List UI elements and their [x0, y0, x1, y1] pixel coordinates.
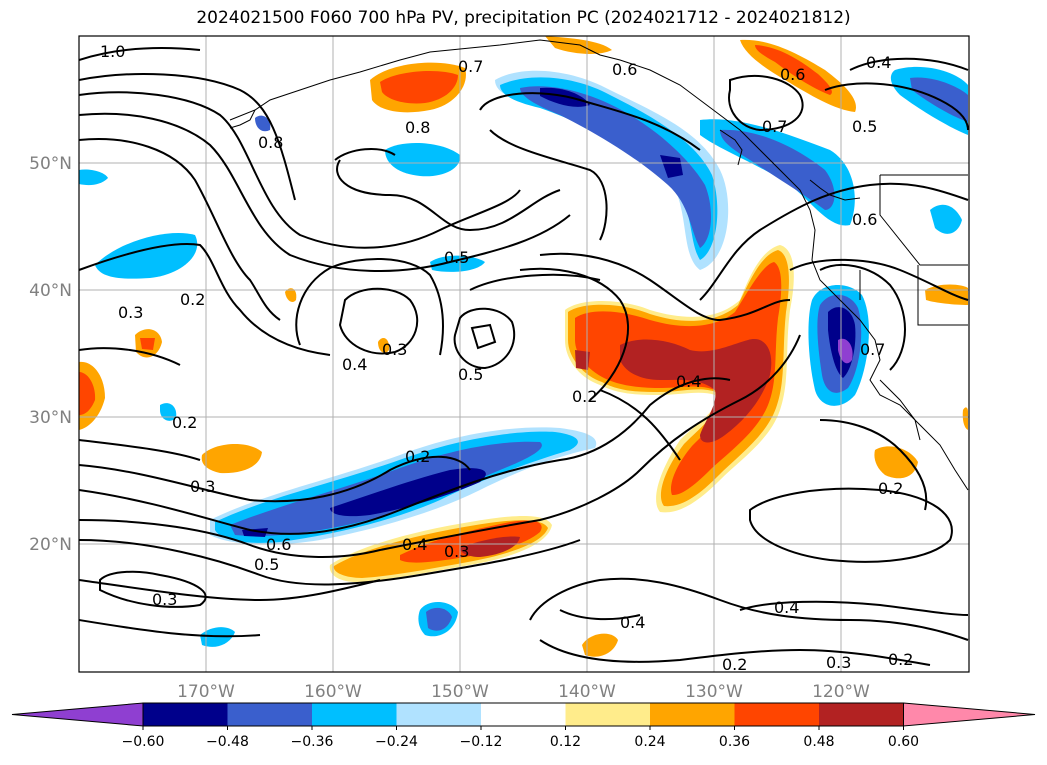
contour-label: 0.2 — [172, 413, 197, 432]
colorbar-tick-label: −0.24 — [375, 734, 418, 750]
contour-label: 0.2 — [878, 479, 903, 498]
contour-label: 0.2 — [888, 650, 913, 669]
contour-label: 0.4 — [866, 53, 891, 72]
contour-label: 0.6 — [266, 535, 291, 554]
lat-labels: 50°N 40°N 30°N 20°N — [29, 154, 72, 555]
lon-label: 170°W — [177, 682, 235, 702]
contour-label: 0.2 — [405, 447, 430, 466]
colorbar-tick-label: −0.48 — [206, 734, 249, 750]
contour-label: 0.5 — [458, 365, 483, 384]
lon-label: 150°W — [431, 682, 489, 702]
colorbar-segment — [565, 703, 650, 726]
lat-label: 40°N — [29, 281, 72, 301]
lat-label: 50°N — [29, 154, 72, 174]
contour-label: 0.3 — [826, 653, 851, 672]
contour-label: 0.6 — [852, 210, 877, 229]
plot-frame — [78, 35, 970, 673]
precip-shading — [79, 36, 968, 657]
contour-labels: 1.0 0.7 0.6 0.6 0.4 0.5 0.8 0.8 0.7 0.6 … — [100, 42, 913, 674]
contour-label: 0.3 — [444, 542, 469, 561]
contour-label: 0.4 — [676, 372, 701, 391]
contour-label: 0.2 — [722, 655, 747, 674]
colorbar-tick-label: −0.12 — [460, 734, 503, 750]
contour-label: 0.3 — [190, 477, 215, 496]
colorbar-extend-low — [11, 702, 144, 727]
contour-label: 0.7 — [458, 57, 483, 76]
colorbar-tick-label: 0.12 — [550, 734, 581, 750]
lon-labels: 170°W 160°W 150°W 140°W 130°W 120°W — [177, 682, 870, 702]
contour-label: 0.3 — [118, 303, 143, 322]
colorbar-segment — [819, 703, 904, 726]
contour-label: 0.8 — [405, 118, 430, 137]
contour-label: 0.4 — [774, 598, 799, 617]
contour-label: 0.5 — [852, 117, 877, 136]
contour-label: 0.6 — [780, 65, 805, 84]
contour-label: 0.3 — [382, 340, 407, 359]
pv-contours — [79, 47, 969, 666]
contour-label: 0.4 — [402, 535, 427, 554]
contour-label: 0.2 — [572, 387, 597, 406]
contour-label: 1.0 — [100, 42, 125, 61]
contour-label: 0.6 — [612, 60, 637, 79]
colorbar-segment — [312, 703, 397, 726]
colorbar-segment — [143, 703, 228, 726]
colorbar: −0.60 −0.48 −0.36 −0.24 −0.12 0.12 0.24 0.36 0.4… — [11, 702, 1036, 750]
colorbar-segment — [734, 703, 819, 726]
colorbar-tick-label: −0.60 — [122, 734, 165, 750]
contour-label: 0.7 — [860, 340, 885, 359]
colorbar-tick-label: 0.60 — [888, 734, 919, 750]
colorbar-tick-label: 0.36 — [719, 734, 750, 750]
lon-label: 140°W — [558, 682, 616, 702]
colorbar-segment — [481, 703, 566, 726]
contour-label: 0.7 — [762, 117, 787, 136]
contour-label: 0.3 — [152, 590, 177, 609]
coastlines — [229, 39, 969, 491]
lat-label: 30°N — [29, 408, 72, 428]
contour-label: 0.2 — [180, 290, 205, 309]
contour-label: 0.4 — [342, 355, 367, 374]
lon-label: 120°W — [812, 682, 870, 702]
gridlines — [79, 36, 969, 672]
contour-label: 0.5 — [444, 248, 469, 267]
lon-label: 160°W — [304, 682, 362, 702]
colorbar-segment — [227, 703, 312, 726]
colorbar-frame — [142, 702, 904, 727]
contour-label: 0.8 — [258, 133, 283, 152]
colorbar-tick-label: −0.36 — [291, 734, 334, 750]
colorbar-segment — [650, 703, 735, 726]
map-title: 2024021500 F060 700 hPa PV, precipitatio… — [196, 8, 851, 28]
contour-label: 0.4 — [620, 613, 645, 632]
colorbar-segment — [396, 703, 481, 726]
lat-label: 20°N — [29, 535, 72, 555]
colorbar-extend-high — [903, 702, 1036, 727]
colorbar-tick-label: 0.48 — [803, 734, 834, 750]
colorbar-tick-label: 0.24 — [634, 734, 665, 750]
lon-label: 130°W — [685, 682, 743, 702]
contour-label: 0.5 — [254, 555, 279, 574]
